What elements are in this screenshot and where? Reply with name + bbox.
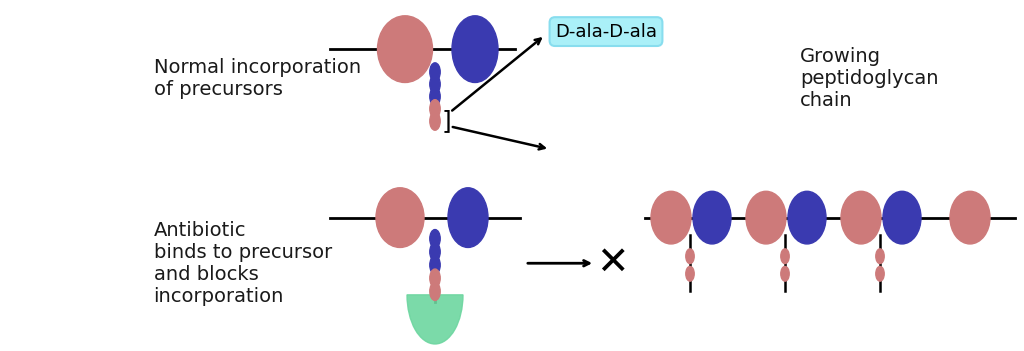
Circle shape bbox=[430, 100, 440, 118]
Ellipse shape bbox=[449, 188, 488, 247]
Circle shape bbox=[430, 230, 440, 248]
Text: D-ala-D-ala: D-ala-D-ala bbox=[555, 22, 657, 41]
Circle shape bbox=[430, 63, 440, 81]
Circle shape bbox=[430, 256, 440, 274]
Ellipse shape bbox=[376, 188, 424, 247]
Ellipse shape bbox=[378, 16, 432, 82]
Ellipse shape bbox=[693, 191, 731, 244]
Circle shape bbox=[430, 75, 440, 93]
Text: ]: ] bbox=[442, 109, 452, 133]
Circle shape bbox=[780, 266, 790, 281]
Circle shape bbox=[430, 112, 440, 130]
Circle shape bbox=[876, 249, 884, 264]
Ellipse shape bbox=[883, 191, 921, 244]
Circle shape bbox=[780, 249, 790, 264]
Circle shape bbox=[430, 243, 440, 261]
Ellipse shape bbox=[841, 191, 881, 244]
Ellipse shape bbox=[651, 191, 691, 244]
Circle shape bbox=[686, 249, 694, 264]
Wedge shape bbox=[407, 295, 463, 344]
Text: Normal incorporation
of precursors: Normal incorporation of precursors bbox=[154, 59, 360, 99]
Circle shape bbox=[430, 269, 440, 287]
Circle shape bbox=[686, 266, 694, 281]
Ellipse shape bbox=[746, 191, 786, 244]
Ellipse shape bbox=[950, 191, 990, 244]
Ellipse shape bbox=[452, 16, 498, 82]
Text: Growing
peptidoglycan
chain: Growing peptidoglycan chain bbox=[800, 47, 939, 111]
Circle shape bbox=[430, 282, 440, 300]
Text: ✕: ✕ bbox=[596, 244, 629, 282]
Circle shape bbox=[876, 266, 884, 281]
Ellipse shape bbox=[788, 191, 826, 244]
Text: Antibiotic
binds to precursor
and blocks
incorporation: Antibiotic binds to precursor and blocks… bbox=[154, 221, 332, 306]
Circle shape bbox=[430, 87, 440, 106]
